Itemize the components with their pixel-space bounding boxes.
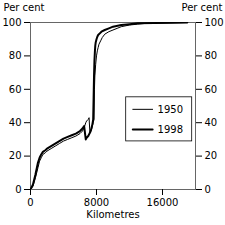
svg-text:Per cent: Per cent	[4, 2, 45, 13]
svg-text:60: 60	[205, 84, 218, 95]
svg-text:Kilometres: Kilometres	[86, 209, 139, 220]
svg-text:0: 0	[15, 184, 21, 195]
svg-text:1950: 1950	[158, 104, 183, 115]
svg-text:20: 20	[9, 150, 22, 161]
svg-text:80: 80	[205, 50, 218, 61]
svg-text:80: 80	[9, 50, 22, 61]
svg-text:100: 100	[205, 17, 224, 28]
svg-text:0: 0	[27, 197, 33, 208]
svg-text:8000: 8000	[84, 197, 109, 208]
svg-text:60: 60	[9, 84, 22, 95]
svg-text:0: 0	[205, 184, 211, 195]
svg-text:1998: 1998	[158, 124, 183, 135]
svg-text:40: 40	[205, 117, 218, 128]
svg-text:Per cent: Per cent	[181, 2, 222, 13]
svg-text:20: 20	[205, 150, 218, 161]
svg-text:16000: 16000	[147, 197, 179, 208]
svg-text:40: 40	[9, 117, 22, 128]
svg-text:100: 100	[2, 17, 21, 28]
